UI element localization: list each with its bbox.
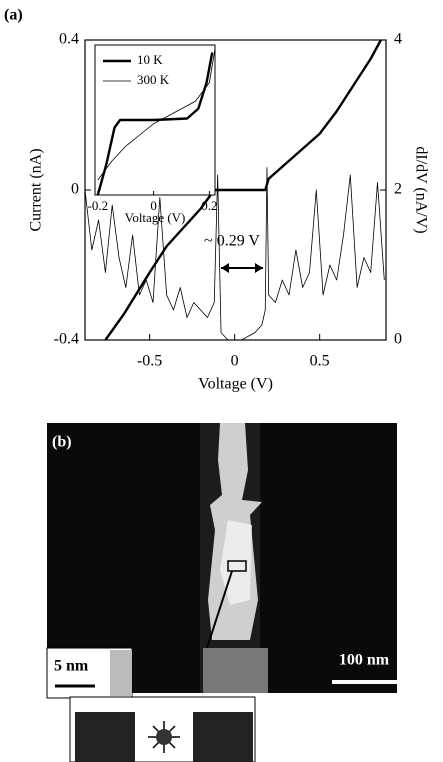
x-tick-label: 0 <box>231 353 239 370</box>
inset-image-edge <box>110 650 132 696</box>
y-tick-label: -0.4 <box>54 331 79 348</box>
y2-tick-label: 2 <box>394 181 402 198</box>
nanoparticle <box>156 729 172 745</box>
electrode <box>75 712 135 762</box>
zoom-image <box>203 648 268 693</box>
inset-scale-label: 5 nm <box>54 658 89 675</box>
x-axis-label: Voltage (V) <box>198 376 273 393</box>
scale-bar-label: 100 nm <box>339 652 390 669</box>
legend-label: 10 K <box>137 52 163 67</box>
zoom-line <box>206 570 233 649</box>
panel-label: (a) <box>4 7 23 24</box>
data-line <box>96 52 214 196</box>
y2-axis-label: dI/dV (nA/V) <box>412 146 429 233</box>
zoom-box <box>227 560 247 572</box>
data-line <box>97 48 216 181</box>
x-tick-label: -0.5 <box>137 353 162 370</box>
y-axis-label: Current (nA) <box>28 148 45 231</box>
x-axis-label: Voltage (V) <box>125 210 186 225</box>
y-tick-label: 0 <box>71 181 79 198</box>
data-line <box>104 39 382 341</box>
x-tick-label: 0 <box>150 198 157 213</box>
y2-tick-label: 4 <box>394 31 402 48</box>
annotation: ~ 0.29 V <box>204 233 260 250</box>
x-tick-label: 0.2 <box>201 198 217 213</box>
legend-label: 300 K <box>137 72 170 87</box>
x-tick-label: -0.2 <box>87 198 108 213</box>
y2-tick-label: 0 <box>394 331 402 348</box>
electrode <box>193 712 253 762</box>
y-tick-label: 0.4 <box>59 31 79 48</box>
x-tick-label: 0.5 <box>310 353 330 370</box>
panel-label: (b) <box>52 434 72 451</box>
data-line <box>84 167 385 341</box>
main-chart: -0.5 0 0.5 -0.4 0 0.4 0 2 4 Voltage (V) Current (n… <box>28 31 430 393</box>
inset-chart: -0.2 0 0.2 10 K 300 K Voltage (V) <box>87 48 218 225</box>
